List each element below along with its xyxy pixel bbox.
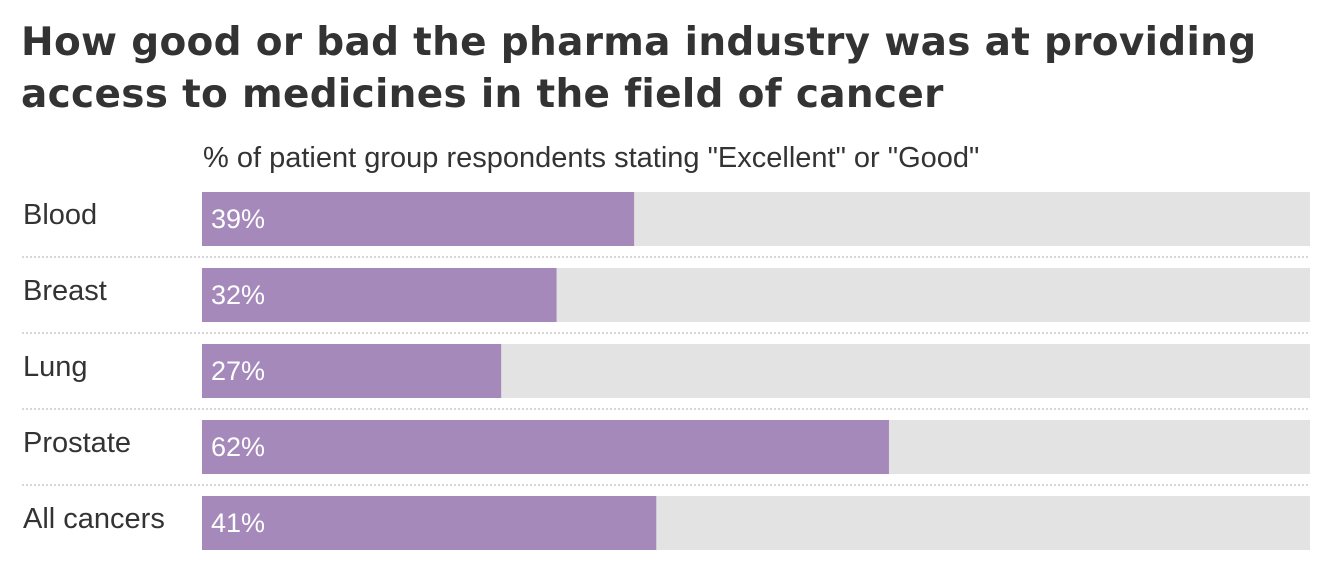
chart-title: How good or bad the pharma industry was …: [21, 20, 1257, 117]
chart-subtitle: % of patient group respondents stating "…: [203, 142, 980, 174]
bar: [202, 420, 889, 474]
bar: [202, 268, 557, 322]
data-label: 39%: [211, 204, 265, 234]
category-label: All cancers: [23, 503, 165, 535]
bar: [202, 344, 502, 398]
bar: [202, 496, 657, 550]
category-label: Prostate: [23, 427, 131, 459]
category-label: Breast: [23, 275, 107, 307]
bar-rows: Blood 39% Breast 32% Lung 27% Prostate 62% All c…: [22, 192, 1310, 550]
bar: [202, 192, 635, 246]
data-label: 62%: [211, 432, 265, 462]
data-label: 41%: [211, 508, 265, 538]
data-label: 32%: [211, 280, 265, 310]
category-label: Lung: [23, 351, 88, 383]
category-label: Blood: [23, 199, 97, 231]
data-label: 27%: [211, 356, 265, 386]
